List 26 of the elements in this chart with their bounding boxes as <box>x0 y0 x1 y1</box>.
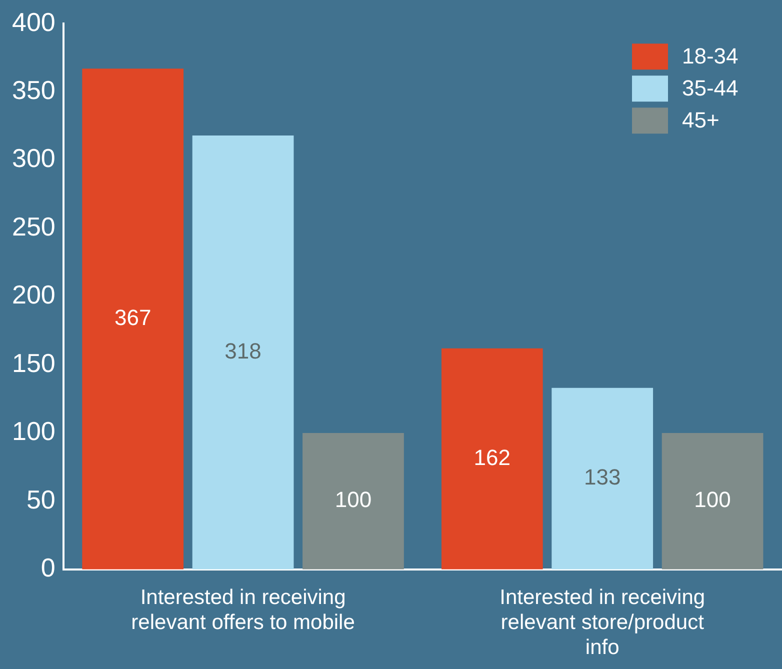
data-label: 367 <box>114 305 152 330</box>
y-tick-label: 0 <box>40 552 56 583</box>
legend-label: 35-44 <box>682 76 738 101</box>
y-tick-label: 300 <box>12 143 56 174</box>
bar <box>662 432 764 570</box>
bar <box>441 348 543 570</box>
data-label: 133 <box>584 464 621 490</box>
data-label: 318 <box>224 338 262 364</box>
legend-label: 18-34 <box>682 44 738 69</box>
data-label: 100 <box>694 487 731 512</box>
y-tick-label: 350 <box>12 74 56 105</box>
y-tick-label: 200 <box>12 280 56 310</box>
bar <box>192 135 294 570</box>
y-tick-label: 100 <box>12 416 56 446</box>
y-tick-label: 150 <box>12 348 56 378</box>
data-label: 100 <box>334 487 372 512</box>
legend-label: 45+ <box>682 108 720 133</box>
x-tick-label: Interested in receiving relevant store/product info <box>500 586 706 660</box>
y-tick-label: 250 <box>12 211 56 242</box>
y-tick-label: 400 <box>12 6 56 37</box>
data-label: 162 <box>474 444 511 470</box>
y-tick-label: 50 <box>26 484 56 514</box>
bar <box>82 68 184 570</box>
x-tick-label: Interested in receiving relevant offers to mobile <box>131 586 355 634</box>
bar <box>302 432 404 570</box>
bar <box>552 388 654 570</box>
